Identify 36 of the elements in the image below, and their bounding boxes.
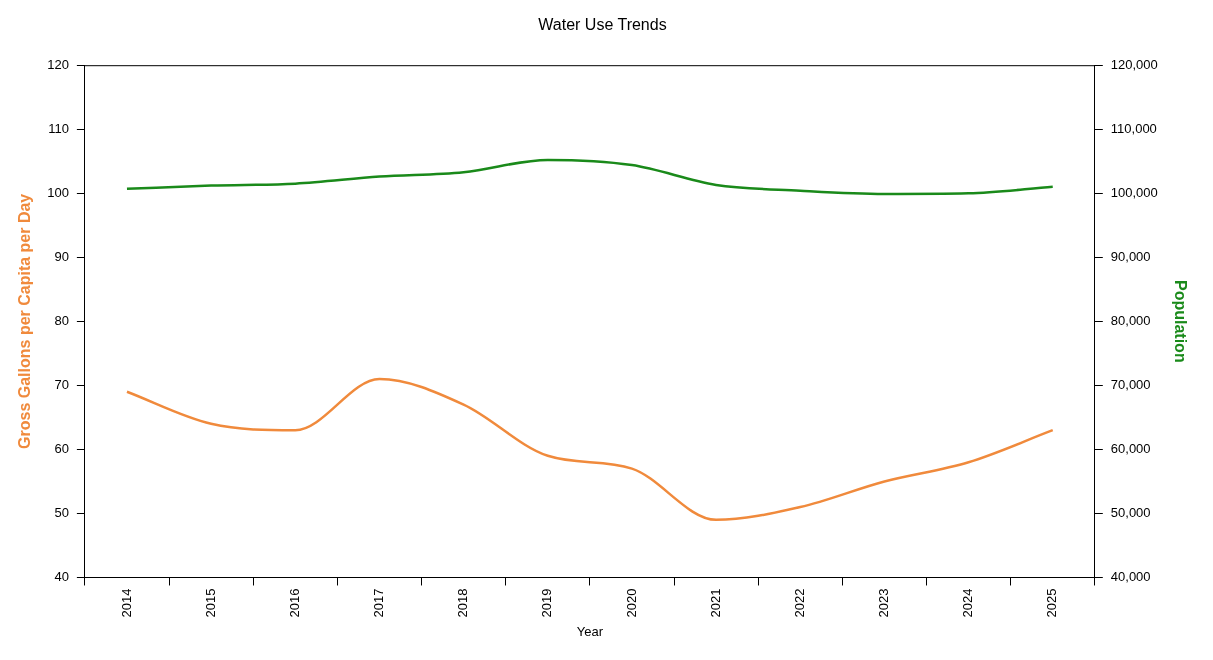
chart-title: Water Use Trends [538,16,667,34]
y-tick-label: 80 [54,312,69,328]
x-tick-label: 2021 [707,588,723,618]
y2-tick-label: 110,000 [1110,120,1157,136]
y-tick-label: 60 [54,440,69,456]
y-tick-label: 120 [47,56,69,72]
x-tick-label: 2018 [455,588,471,618]
x-tick-label: 2020 [623,588,639,618]
y-tick-label: 110 [48,120,69,136]
y2-tick-label: 50,000 [1110,505,1151,521]
line-series [125,158,1054,196]
y2-axis-title: Population [1171,280,1189,363]
x-tick-label: 2014 [118,588,134,618]
x-tick-label: 2023 [875,588,891,618]
x-tick-label: 2015 [202,588,218,618]
y-tick-label: 100 [47,184,69,200]
y-tick-label: 40 [54,569,69,585]
x-tick-label: 2016 [286,588,302,618]
y-tick-label: 50 [54,505,69,521]
y-tick-label: 70 [54,376,69,392]
y2-tick-label: 120,000 [1110,56,1158,72]
y2-tick-label: 70,000 [1110,376,1151,392]
x-tick-label: 2024 [960,588,976,618]
x-tick-label: 2025 [1044,588,1060,618]
y2-tick-label: 100,000 [1110,184,1158,200]
y2-tick-label: 90,000 [1110,248,1151,264]
x-tick-label: 2019 [539,588,555,618]
x-tick-label: 2017 [371,588,387,618]
x-axis-title: Year [576,623,604,639]
y2-tick-label: 40,000 [1110,569,1151,585]
x-tick-label: 2022 [791,588,807,618]
y2-tick-label: 60,000 [1110,440,1151,456]
line-series [125,377,1054,522]
y-tick-label: 90 [54,248,69,264]
y2-tick-label: 80,000 [1110,312,1151,328]
y-axis-title: Gross Gallons per Capita per Day [16,193,34,449]
